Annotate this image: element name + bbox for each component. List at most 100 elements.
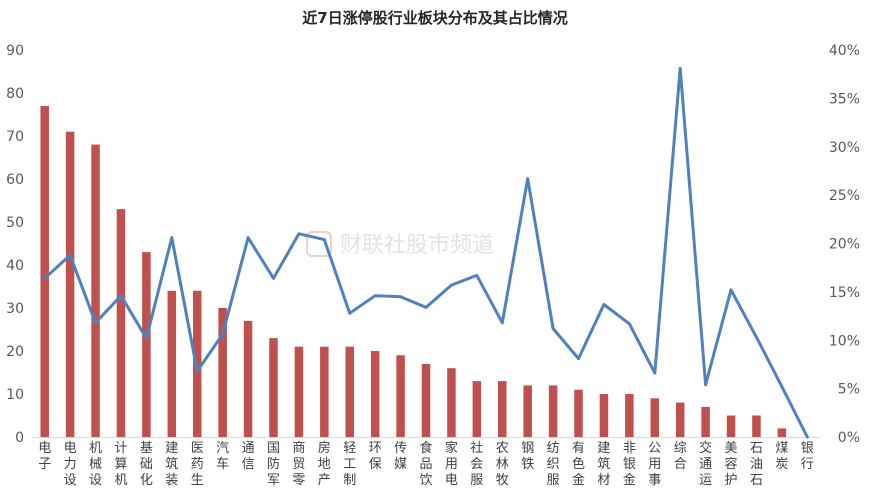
category-label: 建筑装	[165, 441, 178, 488]
line-point	[221, 333, 225, 336]
bar	[625, 394, 634, 437]
category-label: 商贸零	[292, 441, 305, 488]
bar	[726, 415, 736, 437]
y-left-tick-label: 40	[6, 258, 24, 274]
bar	[701, 406, 710, 437]
y-left-tick-label: 0	[15, 430, 24, 446]
bar	[574, 389, 583, 437]
y-right-tick-label: 30%	[829, 140, 860, 156]
bar	[91, 144, 100, 437]
y-left-tick-label: 60	[6, 172, 24, 188]
y-right-tick-label: 10%	[829, 333, 860, 349]
line-point	[145, 336, 148, 340]
watermark-text: 财联社股市频道	[340, 233, 494, 258]
y-left-tick-label: 70	[6, 129, 24, 145]
y-left-tick-label: 90	[6, 43, 24, 59]
y-left-tick-label: 80	[6, 86, 24, 102]
line-point	[272, 276, 275, 280]
line-point	[704, 383, 707, 387]
bar	[675, 402, 685, 437]
line-point	[500, 321, 504, 325]
bar	[599, 394, 609, 437]
bar	[142, 252, 151, 437]
bar	[243, 320, 253, 437]
bar	[777, 428, 787, 437]
watermark: 财联社股市频道	[306, 231, 494, 258]
line-point	[170, 236, 174, 240]
line-point	[68, 253, 72, 257]
y-right-tick-label: 15%	[829, 285, 860, 301]
category-label: 机械设	[89, 441, 102, 488]
bar	[40, 105, 49, 438]
category-label: 医药生	[191, 441, 204, 488]
bar	[498, 381, 507, 437]
category-label: 非银金	[623, 441, 636, 488]
line-point	[424, 306, 428, 309]
line-point	[195, 369, 199, 373]
bar	[167, 290, 177, 437]
bar	[752, 415, 761, 437]
y-right-tick-label: 20%	[829, 237, 860, 253]
line-point	[399, 295, 402, 299]
category-label: 通信	[242, 441, 255, 472]
line-point	[373, 294, 377, 298]
line-point	[628, 322, 631, 326]
y-right-tick-label: 35%	[829, 91, 860, 107]
category-label: 银行	[801, 441, 814, 472]
category-label: 计算机	[114, 441, 127, 488]
category-label: 食品饮	[419, 440, 432, 488]
axes: 0 10 20 30 40 50 60 70 80 90 0% 5% 10% 15% 20% 25% 30% 35…	[6, 43, 860, 446]
category-label: 社会服	[470, 440, 483, 488]
bar	[650, 398, 660, 437]
bar	[370, 351, 380, 437]
line-point	[348, 311, 352, 315]
bar	[523, 385, 532, 437]
bar	[396, 355, 405, 437]
line-point	[551, 327, 555, 330]
category-labels: 电子电力设机械设计算机基础化建筑装医药生汽车通信国防军商贸零房地产轻工制环保传媒…	[38, 440, 814, 488]
category-label: 综合	[674, 441, 687, 472]
y-right-tick-label: 0%	[838, 430, 860, 446]
category-label: 公用事	[648, 441, 661, 488]
line-point	[780, 385, 784, 389]
category-label: 轻工制	[343, 441, 356, 488]
line-point	[94, 321, 97, 325]
bar	[116, 209, 126, 437]
watermark-logo-icon	[306, 231, 332, 257]
bar	[294, 346, 304, 437]
category-label: 家用电	[445, 440, 458, 488]
line-point	[43, 276, 47, 280]
bar	[472, 381, 482, 437]
line-point	[755, 335, 758, 339]
line-point	[119, 294, 123, 298]
line-point	[450, 283, 453, 287]
category-label: 环保	[369, 441, 382, 472]
line-point	[577, 357, 580, 360]
y-left-tick-label: 20	[6, 344, 24, 360]
line-series	[43, 66, 809, 439]
category-label: 煤炭	[775, 441, 788, 472]
line-point	[602, 303, 606, 306]
line-point	[475, 274, 479, 277]
y-left-tick-label: 50	[6, 215, 24, 231]
category-label: 传媒	[394, 441, 407, 472]
category-label: 钢铁	[521, 441, 534, 472]
category-label: 房地产	[318, 440, 331, 488]
category-label: 纺织服	[547, 441, 560, 488]
category-label: 电力设	[64, 441, 77, 488]
bar	[345, 346, 354, 437]
y-left-tick-label: 30	[6, 301, 24, 317]
line-point	[297, 232, 301, 236]
category-label: 有色金	[572, 441, 585, 488]
line-point	[246, 236, 250, 240]
line-point	[526, 177, 530, 181]
bar	[269, 338, 278, 437]
category-label: 美容护	[724, 441, 737, 488]
y-right-tick-label: 5%	[838, 382, 860, 398]
bar	[447, 368, 456, 437]
line-point	[678, 67, 682, 70]
category-label: 电子	[38, 441, 51, 472]
y-right-tick-label: 40%	[829, 43, 860, 59]
